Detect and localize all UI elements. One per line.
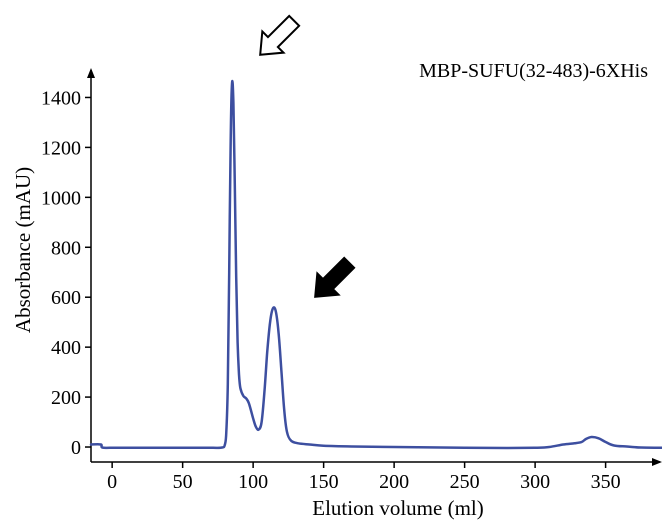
y-axis-arrowhead	[87, 68, 95, 78]
x-tick-label: 200	[379, 471, 409, 493]
x-tick-label: 350	[591, 471, 621, 493]
y-tick-label: 200	[51, 387, 81, 409]
y-tick-label: 1200	[41, 137, 81, 159]
x-tick-label: 50	[173, 471, 193, 493]
x-tick-label: 250	[450, 471, 480, 493]
y-tick-label: 1000	[41, 187, 81, 209]
x-tick-label: 150	[309, 471, 339, 493]
series-layer	[89, 79, 662, 450]
filled-arrow-icon	[314, 256, 356, 298]
absorbance-series-line	[89, 79, 662, 450]
x-tick-label: 300	[520, 471, 550, 493]
x-tick-label: 100	[238, 471, 268, 493]
outline-arrow-icon	[259, 14, 301, 56]
y-tick-label: 800	[51, 237, 81, 259]
ticks: 0 200 400 600 800 1000 1200 1400 0 50 100 150 200 250…	[41, 87, 621, 493]
y-tick-label: 600	[51, 287, 81, 309]
x-axis-title: Elution volume (ml)	[312, 496, 483, 520]
axes	[87, 68, 662, 466]
y-tick-label: 1400	[41, 87, 81, 109]
chart-title: MBP-SUFU(32-483)-6XHis	[419, 60, 648, 82]
y-axis-title: Absorbance (mAU)	[11, 167, 35, 333]
x-tick-label: 0	[107, 471, 117, 493]
y-tick-label: 400	[51, 337, 81, 359]
y-tick-label: 0	[71, 437, 81, 459]
x-axis-arrowhead	[652, 458, 662, 466]
